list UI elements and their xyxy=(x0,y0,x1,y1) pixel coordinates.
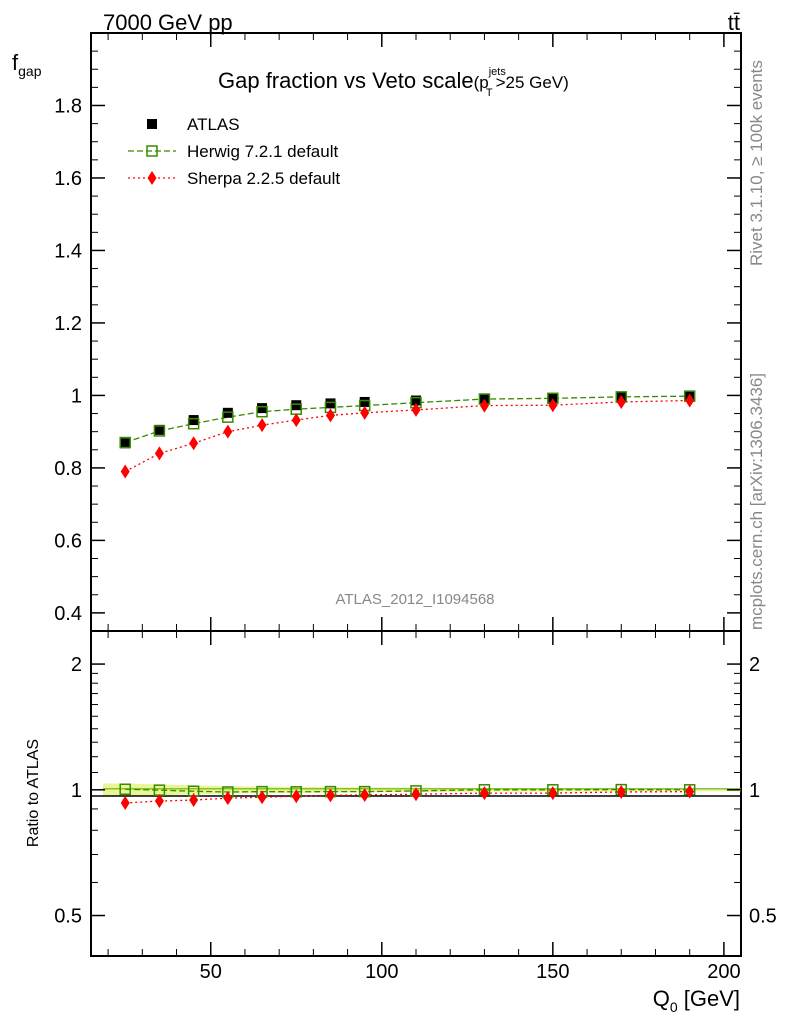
atlas-point xyxy=(411,395,421,406)
legend-label: ATLAS xyxy=(187,115,240,134)
ratio-x-tick-label: 100 xyxy=(365,961,398,983)
sherpa-point xyxy=(616,394,626,409)
ratio-sherpa-point xyxy=(189,793,199,808)
main-y-tick-label: 1.6 xyxy=(54,168,82,190)
ratio-xlabel-tail: [GeV] xyxy=(678,986,740,1011)
sherpa-point xyxy=(548,398,558,413)
main-title: Gap fraction vs Veto scale(pjets T>25 GeV… xyxy=(218,66,569,99)
main-ylabel-sub: gap xyxy=(18,63,42,79)
herwig-line xyxy=(125,395,690,444)
sherpa-point xyxy=(291,413,301,428)
ratio-xlabel-text: Q xyxy=(653,986,670,1011)
main-title-sub: (p xyxy=(474,73,489,92)
ratio-sherpa-point xyxy=(548,786,558,801)
process-label: tt̄ xyxy=(728,10,740,35)
ratio-sherpa-point xyxy=(685,784,695,799)
ratio-series-layer xyxy=(119,783,696,810)
ratio-sherpa-point xyxy=(257,790,267,805)
ratio-y-tick-label: 2 xyxy=(71,654,82,676)
atlas-point xyxy=(547,392,558,403)
ratio-y-tick-label-right: 0.5 xyxy=(749,906,777,928)
atlas-point xyxy=(257,403,268,414)
ratio-y-tick-label-right: 1 xyxy=(749,780,760,802)
sherpa-point xyxy=(120,464,130,479)
legend-marker xyxy=(147,119,157,129)
ratio-y-tick-label-right: 2 xyxy=(749,654,760,676)
ratio-x-tick-label: 200 xyxy=(707,961,740,983)
main-panel: 0.4 0.6 0.8 1 1.2 1.4 1.6 1.8 fgap Gap fraction… xyxy=(12,32,742,632)
ratio-x-tick-label: 150 xyxy=(536,961,569,983)
sherpa-point xyxy=(223,424,233,439)
herwig-point xyxy=(153,425,166,437)
sherpa-point xyxy=(479,398,489,413)
herwig-point xyxy=(187,417,200,430)
rivet-label: Rivet 3.1.10, ≥ 100k events xyxy=(747,60,766,266)
atlas-point xyxy=(154,424,165,435)
main-title-sup: jets xyxy=(488,66,507,78)
legend: ATLAS Herwig 7.2.1 default Sherpa 2.2.5 de… xyxy=(128,115,340,188)
legend-label: Sherpa 2.2.5 default xyxy=(187,169,340,188)
main-ylabel-text: f xyxy=(12,50,19,75)
ratio-panel: 0.5 0.5 1 1 2 2 50 100 150 200 Ratio to ATLAS Q0 … xyxy=(25,630,777,1015)
sherpa-point xyxy=(325,408,335,423)
main-axis-ticks: 0.4 0.6 0.8 1 1.2 1.4 1.6 1.8 xyxy=(54,32,741,632)
ratio-sherpa-point xyxy=(616,784,626,799)
ratio-xlabel: Q0 [GeV] xyxy=(653,986,740,1015)
ratio-sherpa-point xyxy=(479,786,489,801)
main-title-tail: >25 GeV) xyxy=(496,73,569,92)
sherpa-point xyxy=(257,418,267,433)
ratio-x-tick-label: 50 xyxy=(200,961,222,983)
main-ylabel: fgap xyxy=(12,50,42,79)
main-y-tick-label: 1.4 xyxy=(54,240,82,262)
main-title-text: Gap fraction vs Veto scale xyxy=(218,68,474,93)
ratio-sherpa-point xyxy=(154,794,164,809)
main-y-tick-label: 0.4 xyxy=(54,603,82,625)
ratio-sherpa-point xyxy=(411,787,421,802)
ratio-sherpa-point xyxy=(325,788,335,803)
sherpa-point xyxy=(154,446,164,461)
sherpa-point xyxy=(360,405,370,420)
legend-marker xyxy=(146,145,158,157)
atlas-point xyxy=(120,438,131,449)
legend-label: Herwig 7.2.1 default xyxy=(187,142,338,161)
mcplots-label: mcplots.cern.ch [arXiv:1306.3436] xyxy=(747,373,766,630)
energy-label: 7000 GeV pp xyxy=(103,10,233,35)
main-y-tick-label: 1 xyxy=(71,385,82,407)
sherpa-point xyxy=(685,393,695,408)
ratio-ylabel: Ratio to ATLAS xyxy=(25,739,42,847)
atlas-point xyxy=(359,396,370,407)
main-y-tick-label: 1.2 xyxy=(54,313,82,335)
ratio-herwig-point xyxy=(119,783,131,796)
main-y-tick-label: 0.8 xyxy=(54,458,82,480)
herwig-point xyxy=(119,436,131,449)
ratio-sherpa-point xyxy=(223,791,233,806)
sherpa-line xyxy=(124,399,690,473)
main-title-sub2: T xyxy=(486,87,493,99)
main-series-layer xyxy=(119,390,696,479)
atlas-point xyxy=(188,415,199,426)
ratio-sherpa-point xyxy=(291,789,301,804)
herwig-point xyxy=(256,405,268,418)
legend-marker xyxy=(147,171,157,185)
ratio-y-tick-label: 1 xyxy=(71,780,82,802)
ratio-axis-ticks: 0.5 0.5 1 1 2 2 50 100 150 200 xyxy=(54,631,777,983)
atlas-point xyxy=(325,398,336,409)
ratio-sherpa-point xyxy=(120,795,130,810)
sherpa-point xyxy=(411,402,421,417)
sherpa-point xyxy=(189,436,199,451)
ratio-xlabel-sub: 0 xyxy=(670,999,678,1015)
main-y-tick-label: 0.6 xyxy=(54,530,82,552)
watermark-label: ATLAS_2012_I1094568 xyxy=(335,591,494,608)
herwig-point xyxy=(222,411,234,423)
ratio-y-tick-label: 0.5 xyxy=(54,906,82,928)
atlas-point xyxy=(291,400,302,411)
ratio-sherpa-point xyxy=(360,787,370,802)
main-y-tick-label: 1.8 xyxy=(54,95,82,117)
